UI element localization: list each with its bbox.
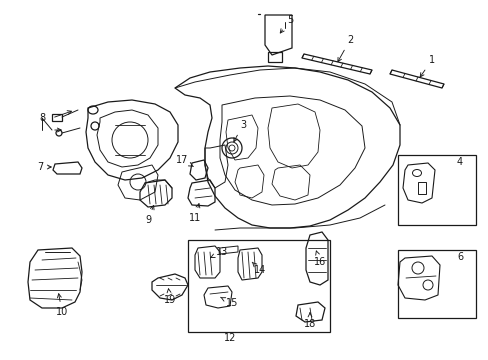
- Text: 9: 9: [144, 206, 154, 225]
- Bar: [397, 250, 475, 318]
- Text: 6: 6: [456, 252, 462, 262]
- Text: 2: 2: [337, 35, 352, 62]
- Text: 14: 14: [252, 262, 265, 275]
- Text: 5: 5: [280, 15, 292, 33]
- Text: 17: 17: [176, 155, 193, 167]
- Text: 12: 12: [224, 333, 236, 343]
- Bar: [267, 52, 282, 62]
- Text: 4: 4: [456, 157, 462, 167]
- Text: 3: 3: [233, 120, 245, 142]
- Text: 11: 11: [188, 204, 201, 223]
- Bar: [417, 182, 425, 194]
- Text: 8: 8: [39, 113, 45, 123]
- Bar: [187, 240, 329, 332]
- Text: 16: 16: [313, 251, 325, 267]
- Text: 19: 19: [163, 289, 176, 305]
- Text: 15: 15: [220, 297, 238, 308]
- Text: 10: 10: [56, 294, 68, 317]
- Text: 13: 13: [210, 247, 228, 258]
- Bar: [52, 114, 62, 121]
- Text: 7: 7: [37, 162, 51, 172]
- Bar: [397, 155, 475, 225]
- Text: 18: 18: [303, 313, 315, 329]
- Text: 1: 1: [419, 55, 434, 77]
